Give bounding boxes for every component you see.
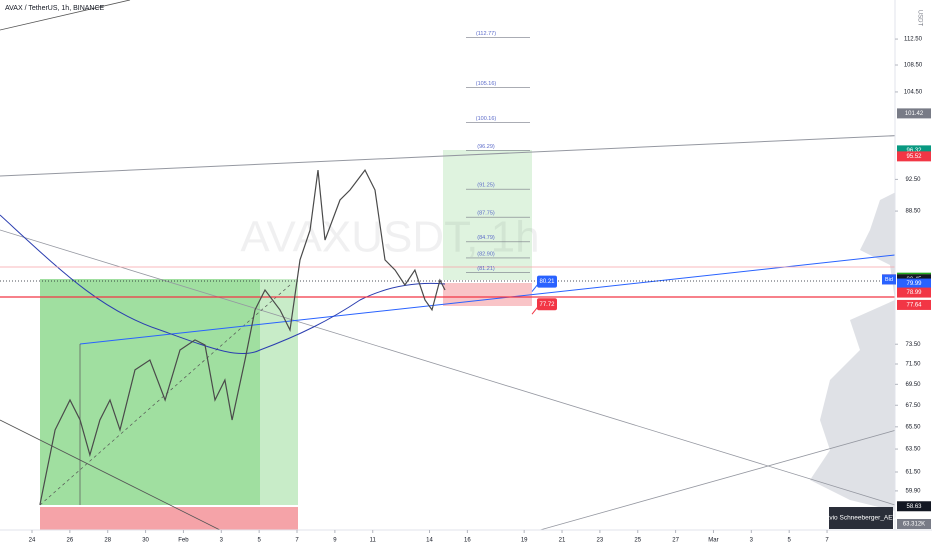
x-tick-label: 7 <box>825 538 829 544</box>
y-tick-label: 104.50 <box>904 90 923 96</box>
trend-line <box>39 284 291 506</box>
price-badge <box>897 278 931 289</box>
fib-label: (81.21) <box>477 266 495 272</box>
x-tick-label: 26 <box>67 538 74 544</box>
author-box <box>829 507 893 529</box>
fib-label: (82.90) <box>477 251 495 257</box>
x-tick-label: 30 <box>142 538 149 544</box>
y-tick-label: 63.50 <box>905 447 921 453</box>
trend-line <box>0 419 221 531</box>
x-tick-label: 24 <box>29 538 36 544</box>
x-tick-label: 3 <box>750 538 754 544</box>
x-tick-label: 9 <box>333 538 337 544</box>
position-zone <box>40 279 260 505</box>
x-tick-label: 21 <box>559 538 566 544</box>
moving-average <box>0 214 446 355</box>
price-line <box>39 168 446 506</box>
price-badge <box>897 151 931 162</box>
x-tick-label: Feb <box>178 538 189 544</box>
y-tick-label: 59.90 <box>905 488 921 494</box>
trend-line <box>0 229 896 506</box>
y-tick-label: 65.50 <box>905 424 921 430</box>
x-tick-label: 11 <box>370 538 377 544</box>
trend-line <box>0 133 932 177</box>
regression-line <box>79 254 896 345</box>
x-tick-label: 19 <box>521 538 528 544</box>
x-tick-label: 14 <box>426 538 433 544</box>
price-badge <box>897 108 931 119</box>
axis-unit: USDT <box>916 10 922 27</box>
badge-tag <box>882 274 896 285</box>
trend-line <box>0 0 131 31</box>
author: Favio Schneeberger_AEVe <box>822 515 901 522</box>
volume-badge-label: 63.312K <box>903 522 925 528</box>
x-tick-label: 5 <box>788 538 792 544</box>
y-tick-label: 67.50 <box>905 403 921 409</box>
price-badge-label: 58.63 <box>906 504 922 510</box>
chart-title: AVAX / TetherUS, 1h, BINANCE <box>5 5 105 12</box>
x-tick-label: 5 <box>257 538 261 544</box>
price-badge <box>897 287 931 298</box>
y-tick-label: 112.50 <box>904 37 923 43</box>
price-badge <box>897 299 931 310</box>
marker <box>537 275 557 288</box>
price-badge-label: 79.99 <box>906 281 922 287</box>
price-badge-label: 78.99 <box>906 290 922 296</box>
x-tick-label: 3 <box>220 538 224 544</box>
y-tick-label: 73.50 <box>905 342 921 348</box>
fib-label: (96.29) <box>477 144 495 150</box>
marker-label: 80.21 <box>539 279 555 285</box>
x-tick-label: 7 <box>295 538 299 544</box>
y-tick-label: 71.50 <box>905 362 921 368</box>
y-tick-label: 61.50 <box>905 470 921 476</box>
fib-label: (91.25) <box>477 183 495 189</box>
price-badge-label: 77.64 <box>906 303 922 309</box>
y-tick-label: 69.50 <box>905 382 921 388</box>
price-badge <box>897 145 931 156</box>
price-badge-label: 95.52 <box>906 154 922 160</box>
x-tick-label: 23 <box>597 538 604 544</box>
marker <box>537 298 557 311</box>
stop-zone <box>443 283 532 306</box>
y-tick-label: 108.50 <box>904 63 923 69</box>
stop-zone <box>40 507 298 530</box>
price-badge <box>897 501 931 512</box>
y-tick-label: 92.50 <box>905 177 921 183</box>
marker-label: 77.72 <box>539 302 555 308</box>
x-tick-label: 25 <box>634 538 641 544</box>
fib-label: (84.79) <box>477 235 495 241</box>
price-badge-label: 101.42 <box>905 111 924 117</box>
price-badge-label: 96.32 <box>906 148 922 154</box>
fib-label: (105.16) <box>476 81 497 87</box>
badge-tag-label: Bid <box>885 277 893 283</box>
x-tick-label: 27 <box>672 538 679 544</box>
x-tick-label: 16 <box>464 538 471 544</box>
fib-label: (112.77) <box>476 31 496 37</box>
target-zone <box>443 150 532 280</box>
y-tick-label: 88.50 <box>905 209 921 215</box>
volume-badge <box>897 519 931 529</box>
watermark: AVAXUSDT, 1h <box>240 213 539 262</box>
x-tick-label: 28 <box>104 538 111 544</box>
trend-line <box>539 419 932 531</box>
fib-label: (87.75) <box>477 211 495 217</box>
x-tick-label: Mar <box>708 538 718 544</box>
fib-label: (100.16) <box>476 116 497 122</box>
